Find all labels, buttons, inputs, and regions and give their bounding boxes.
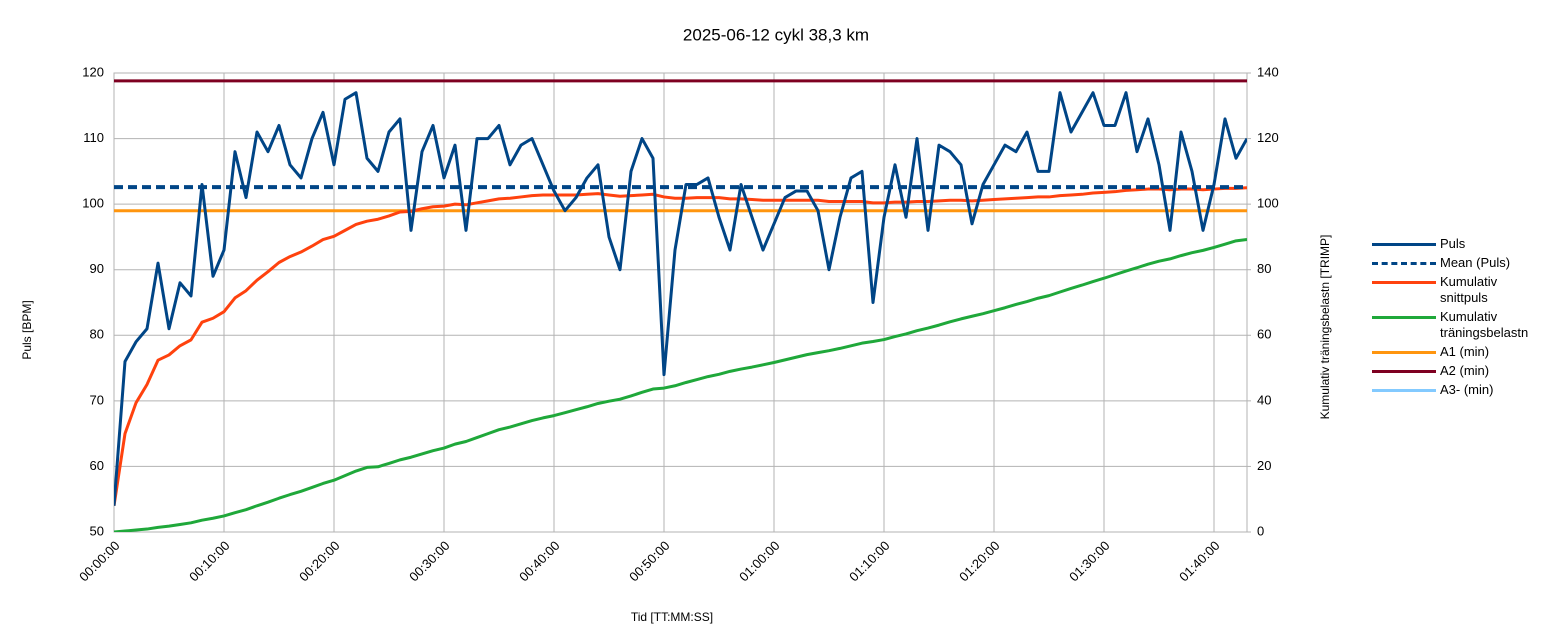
x-tick-label: 01:30:00 (1066, 538, 1112, 584)
y-tick-label: 50 (90, 523, 104, 538)
legend-line (1372, 243, 1436, 246)
grid: 50 60 70 80 90 100 110 120 0 20 40 60 80 100 120 140 00:… (76, 64, 1279, 584)
x-tick-label: 00:10:00 (186, 538, 232, 584)
legend-item: Kumulativ snittpuls (1372, 274, 1547, 306)
series-line (114, 91, 1247, 506)
legend-item: Kumulativ träningsbelastn (1372, 309, 1547, 341)
y2-tick-label: 60 (1257, 327, 1271, 342)
y-tick-label: 60 (90, 458, 104, 473)
legend-item: A3- (min) (1372, 382, 1547, 398)
legend-line (1372, 370, 1436, 373)
legend-label: A1 (min) (1440, 344, 1490, 359)
series-line (114, 186, 1247, 506)
legend-line (1372, 316, 1436, 319)
y-tick-label: 110 (83, 130, 104, 145)
y2-tick-label: 80 (1257, 261, 1271, 276)
legend-label: Puls (1440, 236, 1466, 251)
y2-tick-label: 140 (1257, 64, 1279, 79)
plot-area (114, 79, 1247, 532)
legend-swatch (1372, 274, 1436, 290)
legend-label: A2 (min) (1440, 363, 1490, 378)
plot-background (113, 72, 1248, 533)
legend-item: A1 (min) (1372, 344, 1547, 360)
x-tick-label: 01:00:00 (736, 538, 782, 584)
legend-item: A2 (min) (1372, 363, 1547, 379)
y2-tick-label: 0 (1257, 523, 1264, 538)
legend-label: A3- (min) (1440, 382, 1494, 397)
x-tick-label: 00:40:00 (516, 538, 562, 584)
legend-label: Kumulativ snittpuls (1440, 274, 1498, 305)
series-line (114, 238, 1247, 532)
legend-line (1372, 262, 1436, 265)
y2-tick-label: 40 (1257, 392, 1271, 407)
x-tick-label: 00:00:00 (76, 538, 122, 584)
legend-line (1372, 389, 1436, 392)
y-axis-label: Puls [BPM] (20, 300, 34, 359)
y-tick-label: 80 (90, 327, 104, 342)
legend-swatch (1372, 382, 1436, 398)
legend-swatch (1372, 236, 1436, 252)
legend-label: Kumulativ träningsbelastn (1440, 309, 1529, 340)
x-axis-label: Tid [TT:MM:SS] (631, 610, 713, 624)
legend-swatch (1372, 344, 1436, 360)
legend-line (1372, 281, 1436, 284)
legend-swatch (1372, 255, 1436, 271)
y-tick-label: 120 (82, 64, 104, 79)
legend-item: Mean (Puls) (1372, 255, 1547, 271)
y-tick-label: 100 (82, 196, 104, 211)
legend-line (1372, 351, 1436, 354)
x-tick-label: 01:40:00 (1176, 538, 1222, 584)
y-tick-label: 90 (90, 261, 104, 276)
y2-tick-label: 100 (1257, 196, 1279, 211)
legend-swatch (1372, 309, 1436, 325)
y-tick-label: 70 (90, 392, 104, 407)
x-tick-label: 00:20:00 (296, 538, 342, 584)
x-tick-label: 01:10:00 (846, 538, 892, 584)
legend-item: Puls (1372, 236, 1547, 252)
legend: Puls Mean (Puls) Kumulativ snittpuls Kumula… (1372, 236, 1547, 401)
x-tick-label: 01:20:00 (956, 538, 1002, 584)
chart-title: 2025-06-12 cykl 38,3 km (683, 25, 869, 44)
y2-axis-label: Kumulativ träningsbelastn [TRIMP] (1318, 235, 1332, 420)
y2-tick-label: 20 (1257, 458, 1271, 473)
legend-label: Mean (Puls) (1440, 255, 1511, 270)
x-tick-label: 00:50:00 (626, 538, 672, 584)
y2-tick-label: 120 (1257, 130, 1279, 145)
legend-swatch (1372, 363, 1436, 379)
x-tick-label: 00:30:00 (406, 538, 452, 584)
